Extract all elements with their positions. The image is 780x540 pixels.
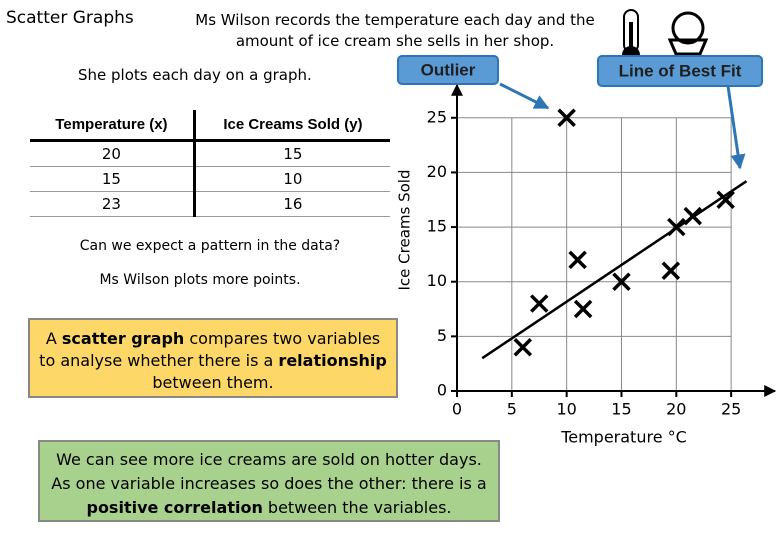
more-text: Ms Wilson plots more points. (99, 272, 301, 288)
callout-arrow (726, 85, 746, 170)
x-tick-label: 15 (611, 400, 631, 419)
point (661, 261, 681, 281)
table-cell: 16 (194, 191, 390, 217)
annotation: Outlier (421, 60, 476, 79)
bold-text: relationship (278, 351, 387, 370)
text: between them. (152, 373, 274, 392)
x-tick-label: 0 (452, 400, 462, 419)
text: between the variables. (262, 498, 452, 517)
y-tick-label: 20 (427, 162, 447, 181)
table-cell: 20 (30, 140, 196, 167)
callout-arrow (499, 82, 550, 110)
y-tick-label: 15 (427, 217, 447, 236)
plots-text: She plots each day on a graph. (78, 66, 312, 84)
line-of-best-fit (481, 180, 748, 360)
point (573, 299, 593, 319)
annotation: Line of Best Fit (619, 61, 742, 80)
y-axis-label: Ice Creams Sold (396, 170, 414, 291)
point (568, 250, 587, 270)
data-table: Temperature (x) Ice Creams Sold (y) 20 15 … (30, 110, 390, 217)
table-cell: 15 (30, 166, 196, 192)
text: compares two variables to analyse whethe… (39, 329, 381, 370)
bold-text: positive correlation (86, 498, 263, 517)
x-tick-label: 25 (721, 400, 741, 419)
definition-box: A scatter graph compares two variables t… (28, 318, 398, 398)
callout-box (597, 55, 763, 87)
x-axis-label: Temperature °C (560, 428, 687, 447)
point (530, 294, 549, 313)
point (667, 217, 686, 237)
callout-box (397, 55, 499, 85)
table-header: Temperature (x) (30, 110, 196, 142)
x-tick-label: 10 (556, 400, 576, 419)
point (716, 190, 735, 209)
point (612, 272, 631, 291)
text: We can see more ice creams are sold on h… (51, 450, 487, 493)
table-cell: 10 (194, 166, 390, 192)
intro-text: Ms Wilson records the temperature each d… (195, 11, 595, 50)
bold-text: scatter graph (61, 329, 185, 348)
slide-title: Scatter Graphs (6, 8, 134, 28)
conclusion-box: We can see more ice creams are sold on h… (38, 440, 500, 522)
table-header: Ice Creams Sold (y) (194, 110, 390, 142)
question-text: Can we expect a pattern in the data? (79, 238, 341, 254)
x-tick-label: 20 (666, 400, 686, 419)
point (683, 206, 702, 226)
x-tick-label: 5 (507, 400, 517, 419)
y-tick-label: 10 (427, 271, 447, 290)
table-cell: 23 (30, 191, 196, 217)
point (513, 338, 533, 357)
y-tick-label: 25 (427, 107, 447, 126)
point (557, 108, 576, 128)
table-cell: 15 (194, 140, 390, 167)
y-tick-label: 5 (437, 326, 447, 345)
text: A (45, 329, 62, 348)
y-tick-label: 0 (437, 381, 447, 400)
